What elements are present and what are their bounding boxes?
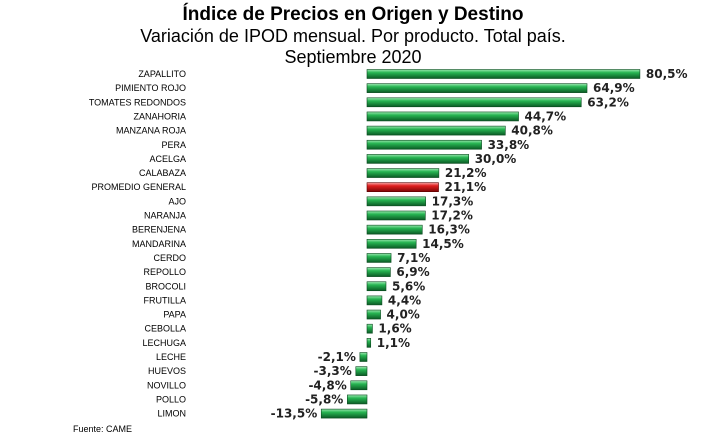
data-label: -2,1%	[318, 350, 356, 364]
bar	[366, 323, 373, 334]
bar	[366, 111, 519, 122]
data-label: 80,5%	[646, 67, 688, 81]
bar	[366, 295, 383, 306]
data-label: -5,8%	[305, 392, 343, 406]
bar	[366, 309, 381, 320]
category-label: LECHE	[156, 352, 186, 362]
category-label: AJO	[168, 196, 186, 206]
category-label: PAPA	[163, 310, 186, 320]
category-label: NOVILLO	[147, 380, 186, 390]
source-note: Fuente: CAME	[73, 424, 133, 434]
bar	[359, 352, 368, 362]
category-label: CEBOLLA	[144, 324, 186, 334]
data-label: 5,6%	[392, 279, 425, 293]
bar	[366, 154, 469, 164]
category-label: NARANJA	[144, 211, 186, 221]
bar	[366, 168, 440, 178]
bar	[366, 239, 417, 249]
data-label: 17,3%	[432, 194, 474, 208]
data-label: 21,1%	[445, 180, 487, 194]
data-label: 16,3%	[428, 223, 470, 237]
category-label: MANZANA ROJA	[116, 126, 186, 136]
chart-period: Septiembre 2020	[284, 47, 422, 67]
data-label: 6,9%	[396, 265, 429, 279]
category-label: CALABAZA	[139, 168, 186, 178]
bar	[366, 125, 506, 136]
bar	[366, 210, 426, 221]
bar	[350, 380, 368, 391]
chart-subtitle: Variación de IPOD mensual. Por producto.…	[140, 26, 566, 46]
category-label: BERENJENA	[132, 225, 186, 235]
bar	[366, 97, 582, 108]
category-label: POLLO	[156, 394, 186, 404]
data-label: 4,4%	[388, 293, 421, 307]
data-label: 7,1%	[397, 251, 430, 265]
category-label: CERDO	[153, 253, 186, 263]
category-label: ZANAHORIA	[133, 111, 186, 121]
category-label: PERA	[161, 140, 186, 150]
category-label: LIMON	[157, 409, 186, 419]
data-label: 30,0%	[475, 152, 517, 166]
data-label: 40,8%	[511, 124, 553, 138]
bar	[366, 139, 482, 150]
bar	[347, 394, 368, 405]
data-label: 1,1%	[377, 336, 410, 350]
bar	[355, 366, 368, 376]
bar	[366, 338, 372, 348]
data-label: -13,5%	[271, 407, 318, 421]
data-label: 1,6%	[378, 322, 411, 336]
data-label: -3,3%	[314, 364, 352, 378]
category-label: ZAPALLITO	[138, 69, 186, 79]
category-label: BROCOLI	[145, 281, 186, 291]
bar	[366, 267, 391, 277]
data-label: 4,0%	[387, 308, 420, 322]
data-label: 33,8%	[488, 138, 530, 152]
data-label: 63,2%	[587, 95, 629, 109]
bar	[366, 281, 387, 292]
bar	[366, 83, 588, 93]
data-label: 14,5%	[422, 237, 464, 251]
data-label: 21,2%	[445, 166, 487, 180]
data-label: 64,9%	[593, 81, 635, 95]
bar	[366, 196, 426, 207]
bar	[366, 69, 641, 79]
category-label: LECHUGA	[142, 338, 186, 348]
category-label: TOMATES REDONDOS	[89, 97, 186, 107]
bar	[320, 408, 368, 419]
category-label: MANDARINA	[132, 239, 186, 249]
data-label: 17,2%	[431, 209, 473, 223]
category-label: FRUTILLA	[143, 295, 186, 305]
chart-title: Índice de Precios en Origen y Destino	[182, 4, 524, 25]
data-label: -4,8%	[308, 378, 346, 392]
category-label: PIMIENTO ROJO	[115, 83, 186, 93]
bar	[366, 253, 392, 263]
data-label: 44,7%	[525, 109, 567, 123]
category-label: REPOLLO	[143, 267, 186, 277]
bar	[366, 224, 423, 235]
bar-highlight	[366, 182, 439, 192]
category-label: HUEVOS	[148, 366, 186, 376]
category-label: ACELGA	[149, 154, 186, 164]
category-label: PROMEDIO GENERAL	[91, 182, 186, 192]
